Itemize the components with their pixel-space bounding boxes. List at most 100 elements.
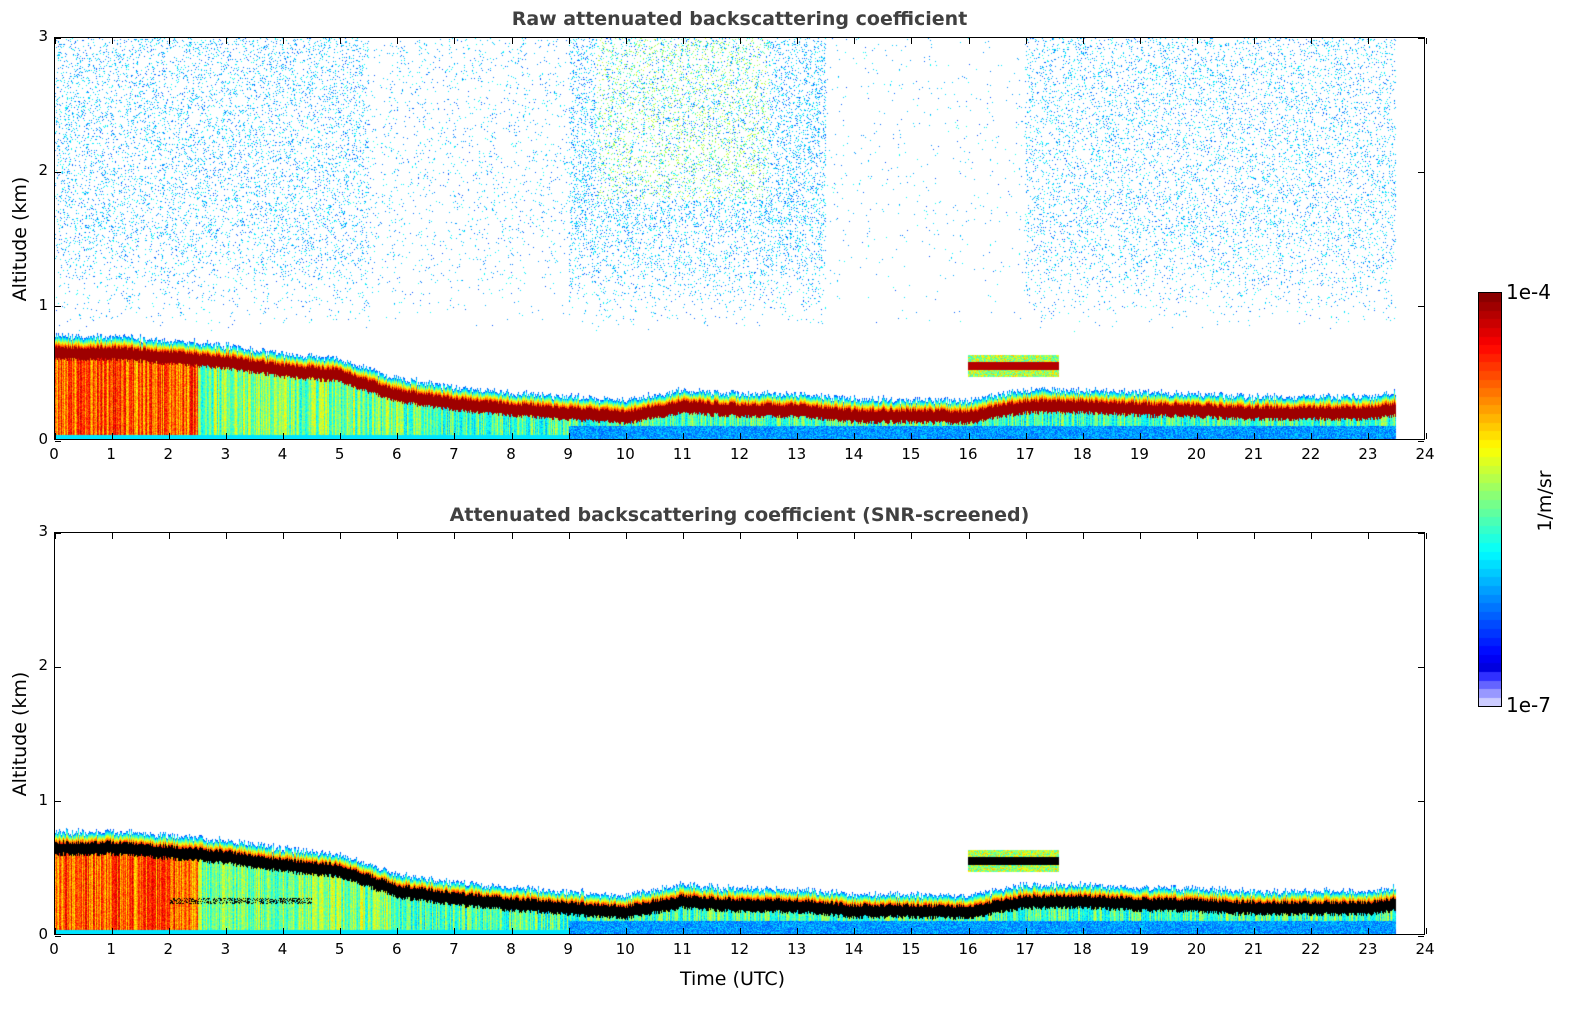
x-tick-mark <box>168 928 170 934</box>
bottom-heatmap-plot <box>54 532 1427 937</box>
x-tick-label: 23 <box>1358 445 1378 463</box>
x-tick-mark <box>854 433 856 439</box>
x-tick-mark <box>511 433 513 439</box>
x-tick-mark <box>1311 533 1313 539</box>
x-tick-label: 15 <box>901 445 921 463</box>
y-tick-mark <box>55 532 61 534</box>
x-tick-mark <box>1139 928 1141 934</box>
x-tick-mark <box>1368 928 1370 934</box>
x-tick-label: 9 <box>563 445 573 463</box>
x-tick-label: 5 <box>334 445 345 463</box>
x-tick-mark <box>511 928 513 934</box>
x-tick-mark <box>625 38 627 44</box>
y-tick-mark <box>55 37 61 39</box>
x-tick-mark <box>454 533 456 539</box>
x-tick-label: 24 <box>1415 940 1435 958</box>
x-tick-mark <box>225 38 227 44</box>
top-heatmap-plot <box>54 37 1427 442</box>
x-tick-mark <box>797 38 799 44</box>
y-tick-mark <box>1418 171 1424 173</box>
bottom-panel-title: Attenuated backscattering coefficient (S… <box>449 504 1030 526</box>
x-tick-mark <box>682 38 684 44</box>
x-tick-label: 0 <box>49 445 59 463</box>
x-tick-label: 20 <box>1186 445 1207 463</box>
bottom-y-axis-label: Altitude (km) <box>9 671 31 797</box>
x-tick-mark <box>1139 38 1141 44</box>
x-tick-mark <box>625 433 627 439</box>
x-tick-mark <box>283 533 284 539</box>
x-tick-mark <box>968 928 970 934</box>
x-tick-mark <box>1254 533 1256 539</box>
x-tick-mark <box>511 533 513 539</box>
x-tick-label: 1 <box>106 445 116 463</box>
x-tick-mark <box>225 433 227 439</box>
x-tick-mark <box>1025 38 1027 44</box>
x-tick-mark <box>511 38 513 44</box>
y-tick-mark <box>55 440 61 442</box>
x-tick-label: 21 <box>1244 940 1264 958</box>
x-tick-label: 12 <box>729 445 750 463</box>
x-tick-mark <box>682 533 684 539</box>
x-tick-mark <box>854 38 856 44</box>
x-tick-mark <box>1425 433 1427 439</box>
x-tick-label: 22 <box>1301 445 1321 463</box>
x-tick-mark <box>1254 928 1256 934</box>
y-tick-mark <box>55 935 61 937</box>
x-tick-mark <box>1139 533 1141 539</box>
x-tick-mark <box>225 928 227 934</box>
x-tick-mark <box>911 533 913 539</box>
y-tick-label: 2 <box>38 656 48 675</box>
x-tick-mark <box>1197 38 1198 44</box>
x-tick-mark <box>682 928 684 934</box>
x-tick-mark <box>1082 533 1084 539</box>
x-tick-mark <box>568 433 570 439</box>
x-tick-label: 15 <box>901 940 921 958</box>
y-tick-mark <box>55 666 61 668</box>
x-tick-mark <box>54 533 56 539</box>
y-tick-mark <box>1418 935 1424 937</box>
x-tick-label: 21 <box>1244 445 1264 463</box>
x-tick-mark <box>797 533 799 539</box>
y-tick-mark <box>1418 440 1424 442</box>
x-tick-mark <box>1368 433 1370 439</box>
x-tick-mark <box>1197 433 1198 439</box>
x-tick-mark <box>340 38 342 44</box>
x-tick-mark <box>340 433 342 439</box>
x-tick-mark <box>968 533 970 539</box>
x-tick-mark <box>911 38 913 44</box>
x-tick-label: 11 <box>672 940 692 958</box>
x-tick-mark <box>1082 38 1084 44</box>
x-tick-label: 8 <box>506 940 516 958</box>
x-tick-label: 14 <box>844 445 864 463</box>
x-tick-mark <box>168 38 170 44</box>
x-tick-mark <box>854 928 856 934</box>
y-tick-label: 1 <box>38 295 48 314</box>
x-tick-label: 19 <box>1129 940 1149 958</box>
x-tick-mark <box>168 433 170 439</box>
x-tick-mark <box>340 928 342 934</box>
x-tick-mark <box>797 433 799 439</box>
y-tick-label: 0 <box>38 925 48 943</box>
x-tick-mark <box>740 38 741 44</box>
y-tick-label: 2 <box>38 161 48 180</box>
y-tick-mark <box>55 306 61 308</box>
x-tick-mark <box>1025 433 1027 439</box>
x-tick-mark <box>111 928 113 934</box>
y-tick-mark <box>1418 306 1424 308</box>
x-tick-mark <box>797 928 799 934</box>
top-panel-title: Raw attenuated backscattering coefficien… <box>511 8 968 30</box>
colorbar-min-label: 1e-7 <box>1506 693 1551 717</box>
raw-heatmap-canvas <box>55 38 1424 439</box>
x-tick-mark <box>1082 433 1084 439</box>
x-tick-label: 12 <box>729 940 750 958</box>
x-tick-label: 18 <box>1072 445 1092 463</box>
x-tick-label: 22 <box>1301 940 1321 958</box>
x-tick-label: 13 <box>787 445 807 463</box>
x-tick-label: 17 <box>1015 940 1035 958</box>
x-tick-label: 7 <box>449 445 459 463</box>
x-tick-label: 13 <box>787 940 807 958</box>
x-tick-label: 16 <box>958 445 978 463</box>
x-tick-mark <box>1197 533 1198 539</box>
x-tick-mark <box>1425 928 1427 934</box>
x-tick-mark <box>283 38 284 44</box>
